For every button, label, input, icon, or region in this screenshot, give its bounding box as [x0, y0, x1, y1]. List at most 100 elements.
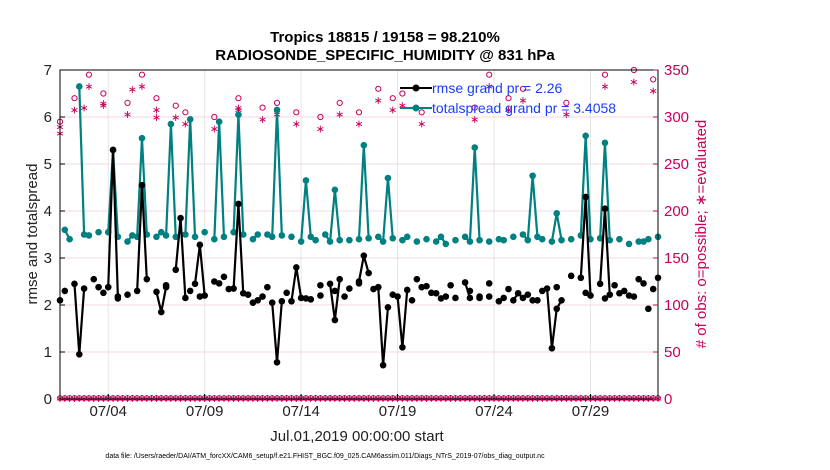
rmse-point-48: [288, 297, 295, 305]
rmse-extra-point-30: [534, 297, 541, 304]
rmse-point-37: [235, 200, 242, 208]
obs-evaluated-point-93: ∗: [504, 103, 513, 116]
rmse-extra-point-11: [264, 283, 271, 291]
rmse-point-85: [466, 294, 474, 302]
x-tick-label-5: 07/29: [572, 403, 610, 420]
y-axis-right-label: # of obs: o=possible; ∗=evaluated: [693, 120, 710, 349]
y-right-tick-label-1: 50: [664, 344, 681, 361]
spread-point-34: [220, 233, 228, 241]
spread-point-74: [413, 238, 421, 245]
obs-evaluated-point-105: ∗: [562, 108, 571, 121]
rmse-extra-point-10: [254, 297, 262, 304]
rmse-point-120: [635, 275, 643, 283]
obs-possible-point-49: [293, 109, 300, 116]
spread-point-76: [423, 235, 430, 243]
spread-point-94: [510, 233, 517, 241]
obs-possible-point-32: [211, 113, 218, 121]
rmse-extra-point-29: [524, 291, 532, 298]
rmse-point-34: [220, 273, 228, 281]
obs-evaluated-point-119: ∗: [629, 75, 638, 88]
legend-spread-marker: [412, 104, 420, 112]
y-right-tick-label-5: 250: [664, 156, 689, 173]
spread-point-46: [278, 232, 286, 239]
spread-point-48: [288, 233, 295, 241]
rmse-point-64: [365, 269, 372, 277]
rmse-extra-point-5: [186, 287, 194, 295]
obs-possible-point-17: [138, 71, 146, 78]
spread-point-51: [302, 177, 310, 184]
rmse-point-11: [109, 146, 117, 154]
rmse-point-50: [297, 294, 305, 302]
rmse-extra-point-12: [283, 289, 290, 297]
obs-possible-point-14: [124, 99, 131, 107]
obs-evaluated-point-37: ∗: [234, 103, 243, 116]
rmse-extra-point-17: [355, 280, 363, 287]
rmse-point-46: [278, 297, 286, 305]
y-right-tick-label-6: 300: [664, 109, 689, 126]
rmse-point-91: [495, 297, 503, 305]
spread-point-78: [432, 238, 440, 245]
x-tick-label-0: 07/04: [89, 403, 127, 420]
y-tick-label-7: 7: [44, 62, 52, 79]
rmse-extra-point-38: [649, 285, 657, 293]
spread-point-4: [75, 83, 83, 90]
obs-evaluated-point-24: ∗: [171, 111, 180, 124]
rmse-point-112: [596, 280, 604, 288]
spread-point-58: [336, 236, 344, 244]
spread-point-86: [471, 144, 479, 151]
rmse-point-101: [543, 285, 551, 292]
obs-evaluated-point-6: ∗: [84, 80, 93, 93]
spread-point-53: [312, 236, 319, 244]
rmse-point-14: [124, 291, 131, 298]
rmse-point-28: [191, 280, 199, 288]
obs-evaluated-point-20: ∗: [152, 103, 161, 116]
rmse-extra-point-16: [341, 293, 348, 300]
spread-point-106: [567, 235, 575, 243]
rmse-extra-point-1: [95, 283, 102, 291]
rmse-point-57: [331, 316, 339, 324]
rmse-point-26: [182, 294, 189, 302]
spread-point-27: [186, 116, 194, 123]
spread-line-8: [213, 120, 226, 240]
obs-possible-point-96: [519, 85, 527, 92]
rmse-point-7: [90, 275, 98, 283]
obs-evaluated-point-89: ∗: [485, 80, 494, 93]
spread-point-87: [476, 236, 483, 244]
spread-line-16: [357, 144, 370, 240]
obs-evaluated-point-9: ∗: [99, 99, 108, 112]
rmse-line-1: [73, 283, 86, 356]
obs-possible-point-9: [100, 90, 107, 97]
spread-point-63: [360, 141, 368, 149]
spread-line-30: [579, 134, 592, 240]
obs-possible-point-54: [317, 113, 324, 121]
obs-evaluated-point-75: ∗: [417, 118, 426, 131]
rmse-point-72: [403, 286, 411, 294]
rmse-extra-point-18: [370, 285, 377, 293]
obs-evaluated-point-3: ∗: [70, 103, 79, 116]
rmse-extra-point-27: [485, 280, 493, 287]
rmse-series: [56, 146, 662, 369]
spread-point-104: [558, 236, 565, 244]
spread-point-23: [167, 120, 175, 128]
spread-point-32: [211, 235, 218, 243]
spread-point-21: [157, 228, 165, 236]
totalspread-series: [61, 83, 662, 248]
spread-point-102: [548, 238, 556, 245]
rmse-line-20: [357, 254, 370, 282]
obs-evaluated-point-58: ∗: [335, 108, 344, 121]
rmse-extra-point-34: [611, 281, 618, 289]
rmse-point-10: [104, 283, 112, 291]
obs-evaluated-point-54: ∗: [316, 122, 325, 135]
spread-point-72: [403, 233, 411, 241]
chart-subtitle: RADIOSONDE_SPECIFIC_HUMIDITY @ 831 hPa: [215, 47, 555, 64]
spread-point-122: [645, 235, 652, 243]
rmse-point-84: [461, 279, 469, 286]
rmse-point-16: [133, 287, 141, 295]
spread-point-20: [153, 233, 160, 241]
obs-evaluated-point-123: ∗: [649, 85, 658, 98]
x-axis-ticks: 07/04 07/09 07/14 07/19 07/24 07/29: [89, 394, 609, 420]
rmse-point-89: [485, 293, 493, 300]
obs-possible-point-86: [471, 104, 478, 111]
rmse-point-98: [529, 297, 536, 304]
